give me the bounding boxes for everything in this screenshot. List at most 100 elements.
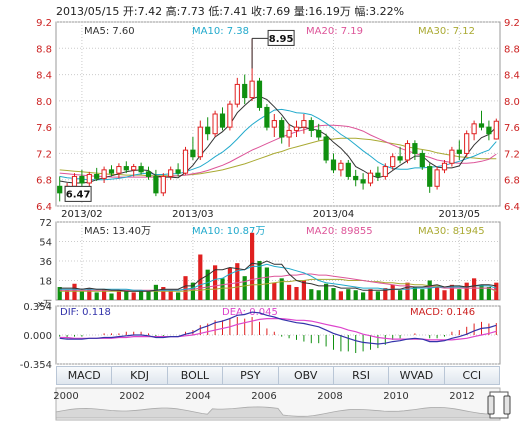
candle-body bbox=[441, 162, 448, 171]
timeline-year-label: 2006 bbox=[251, 391, 276, 402]
candle-body bbox=[108, 169, 115, 174]
candle-body bbox=[153, 175, 159, 194]
candle-body bbox=[160, 175, 166, 194]
volume-bar bbox=[94, 292, 99, 300]
candle-body bbox=[419, 152, 425, 168]
quote-change: 幅:3.22% bbox=[354, 5, 404, 18]
candle-body bbox=[390, 156, 396, 168]
price-y-tick-left: 8.4 bbox=[36, 71, 52, 82]
volume-bar bbox=[287, 284, 292, 300]
volume-unit-label: x万 bbox=[38, 300, 52, 310]
candle-body bbox=[138, 166, 144, 173]
volume-bar bbox=[198, 254, 203, 300]
volume-bar bbox=[472, 278, 477, 300]
volume-bar bbox=[442, 290, 447, 300]
volume-bar bbox=[494, 282, 499, 300]
macd-y-tick: -0.354 bbox=[20, 360, 52, 371]
timeline-year-label: 2012 bbox=[449, 391, 474, 402]
volume-bar bbox=[139, 290, 144, 300]
candle-body bbox=[116, 166, 122, 174]
price-x-tick-label: 2013/05 bbox=[439, 209, 481, 220]
candle-body bbox=[57, 185, 63, 194]
candle-body bbox=[212, 113, 218, 135]
volume-bar bbox=[353, 290, 358, 300]
min-annotation-box bbox=[64, 185, 92, 202]
price-x-tick-label: 2013/04 bbox=[313, 209, 355, 220]
price-y-tick-right: 6.8 bbox=[504, 176, 520, 187]
quote-open: 开:7.42 bbox=[123, 5, 166, 18]
candle-body bbox=[145, 171, 152, 177]
volume-ma5-line bbox=[59, 260, 497, 292]
candle-body bbox=[367, 172, 374, 184]
tab-psy[interactable]: PSY bbox=[223, 367, 279, 384]
volume-bar bbox=[383, 288, 388, 300]
volume-y-tick: 72 bbox=[39, 218, 52, 229]
candle-body bbox=[456, 149, 462, 154]
volume-bar bbox=[87, 288, 92, 300]
volume-bar bbox=[338, 291, 343, 300]
volume-bar bbox=[116, 290, 121, 300]
volume-bar bbox=[168, 290, 173, 300]
volume-bar bbox=[153, 284, 158, 300]
volume-bar bbox=[242, 276, 247, 300]
tab-obv[interactable]: OBV bbox=[279, 367, 334, 384]
candle-body bbox=[219, 113, 226, 128]
indicator-tab-bar: MACD KDJ BOLL PSY OBV RSI WVAD CCI bbox=[56, 366, 500, 385]
quote-low: 低:7.41 bbox=[208, 5, 251, 18]
candle-body bbox=[434, 169, 440, 187]
timeline-year-label: 2002 bbox=[119, 391, 144, 402]
volume-bar bbox=[72, 283, 77, 300]
timeline-left-grip bbox=[487, 395, 495, 415]
tab-kdj[interactable]: KDJ bbox=[112, 367, 168, 384]
timeline-year-label: 2004 bbox=[185, 391, 210, 402]
candle-body bbox=[175, 169, 181, 174]
volume-y-tick: 54 bbox=[39, 238, 52, 249]
volume-bar bbox=[301, 280, 306, 300]
candle-body bbox=[493, 120, 499, 140]
volume-bar bbox=[324, 283, 329, 300]
candle-body bbox=[478, 123, 485, 128]
candle-body bbox=[316, 129, 322, 138]
tab-boll[interactable]: BOLL bbox=[168, 367, 224, 384]
volume-bar bbox=[272, 282, 277, 300]
volume-y-tick: 18 bbox=[39, 277, 52, 288]
candle-body bbox=[397, 156, 403, 161]
tab-rsi[interactable]: RSI bbox=[334, 367, 390, 384]
tab-cci[interactable]: CCI bbox=[462, 369, 482, 382]
volume-bar bbox=[375, 291, 380, 300]
timeline-year-label: 2008 bbox=[317, 391, 342, 402]
volume-bar bbox=[368, 289, 373, 300]
volume-bar bbox=[346, 289, 351, 300]
volume-bar bbox=[309, 289, 314, 300]
price-y-tick-left: 6.8 bbox=[36, 176, 52, 187]
quote-high: 高:7.73 bbox=[166, 4, 209, 18]
price-y-tick-right: 7.6 bbox=[504, 123, 520, 134]
volume-bar bbox=[412, 287, 417, 300]
volume-bar bbox=[220, 278, 225, 300]
tab-macd[interactable]: MACD bbox=[57, 367, 113, 384]
candle-body bbox=[286, 129, 292, 138]
volume-legend-ma20: MA20: 89855 bbox=[306, 226, 373, 237]
volume-bar bbox=[161, 287, 166, 300]
max-annotation-label: 8.95 bbox=[269, 34, 294, 45]
price-legend-ma5: MA5: 7.60 bbox=[84, 26, 135, 37]
volume-bar bbox=[457, 289, 462, 300]
candle-body bbox=[471, 123, 477, 135]
candle-body bbox=[234, 83, 240, 105]
volume-bar bbox=[235, 263, 240, 300]
quote-close: 收:7.69 bbox=[251, 4, 294, 18]
price-y-tick-left: 7.2 bbox=[36, 149, 52, 160]
volume-bar bbox=[420, 289, 425, 300]
timeline-year-label: 2010 bbox=[383, 391, 408, 402]
volume-bar bbox=[102, 289, 107, 300]
volume-legend-ma5: MA5: 13.40万 bbox=[84, 226, 151, 237]
volume-bar bbox=[294, 287, 299, 300]
macd-legend-dif: DIF: 0.118 bbox=[60, 307, 111, 318]
price-y-tick-left: 7.6 bbox=[36, 123, 52, 134]
candle-body bbox=[323, 136, 329, 161]
candle-body bbox=[101, 169, 107, 179]
quote-volume: 量:16.19万 bbox=[294, 5, 355, 18]
volume-y-tick: 36 bbox=[39, 257, 52, 268]
tab-wvad[interactable]: WVAD bbox=[389, 367, 445, 384]
